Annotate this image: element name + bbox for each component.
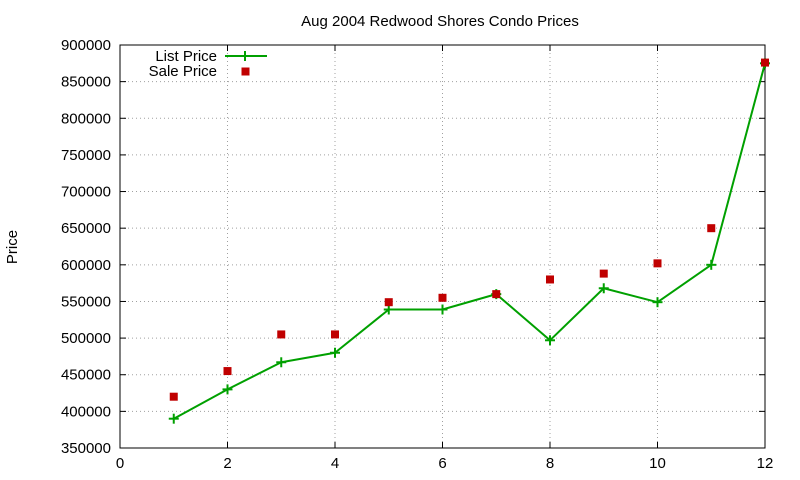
series-layer bbox=[168, 58, 770, 424]
sale-price-point bbox=[169, 392, 178, 401]
list-price-point bbox=[168, 413, 179, 424]
sale-price-point bbox=[599, 269, 608, 278]
sale-price-point bbox=[438, 293, 447, 302]
y-tick-label: 800000 bbox=[61, 110, 111, 127]
sale-price-point bbox=[653, 259, 662, 268]
legend-label-sale-price: Sale Price bbox=[149, 63, 217, 80]
y-tick-label: 650000 bbox=[61, 220, 111, 237]
list-price-point bbox=[652, 297, 663, 308]
list-price-point bbox=[545, 335, 555, 346]
list-price-line bbox=[173, 63, 766, 420]
y-tick-label: 400000 bbox=[61, 403, 111, 420]
sale-price-point bbox=[331, 330, 339, 339]
y-tick-label: 700000 bbox=[61, 184, 111, 201]
x-tick-label: 10 bbox=[649, 455, 666, 472]
y-tick-label: 600000 bbox=[61, 257, 111, 274]
y-tick-label: 500000 bbox=[61, 330, 111, 347]
list-price-point bbox=[598, 283, 609, 294]
list-price-point bbox=[437, 304, 448, 315]
x-axis-ticks: 0 2 4 6 8 10 12 bbox=[116, 45, 774, 472]
sale-price-point bbox=[761, 58, 769, 67]
legend-swatch-list-price-marker bbox=[240, 51, 250, 61]
sale-price-point bbox=[492, 290, 501, 299]
y-tick-label: 350000 bbox=[61, 440, 111, 457]
legend-label-list-price: List Price bbox=[155, 48, 217, 65]
sale-price-point bbox=[546, 275, 554, 284]
sale-price-point bbox=[384, 298, 393, 307]
sale-price-point bbox=[277, 330, 286, 339]
x-tick-label: 8 bbox=[546, 455, 554, 472]
x-tick-label: 4 bbox=[331, 455, 339, 472]
list-price-point bbox=[330, 347, 340, 358]
grid-lines bbox=[120, 45, 765, 448]
y-tick-label: 850000 bbox=[61, 74, 111, 91]
y-tick-label: 900000 bbox=[61, 37, 111, 54]
legend: List Price Sale Price bbox=[149, 48, 267, 80]
x-tick-label: 6 bbox=[438, 455, 446, 472]
y-axis-ticks: 350000 400000 450000 500000 550000 600000 6500… bbox=[61, 37, 765, 457]
chart-title: Aug 2004 Redwood Shores Condo Prices bbox=[301, 13, 579, 30]
x-tick-label: 0 bbox=[116, 455, 124, 472]
list-price-point bbox=[276, 357, 287, 368]
sale-price-point bbox=[707, 224, 716, 233]
sale-price-point bbox=[223, 367, 232, 376]
y-tick-label: 450000 bbox=[61, 367, 111, 384]
list-price-point bbox=[222, 384, 233, 395]
list-price-point bbox=[706, 259, 717, 270]
y-axis-label: Price bbox=[4, 230, 21, 264]
x-tick-label: 2 bbox=[223, 455, 231, 472]
legend-swatch-sale-price-marker bbox=[241, 67, 250, 76]
y-tick-label: 550000 bbox=[61, 293, 111, 310]
y-tick-label: 750000 bbox=[61, 147, 111, 164]
x-tick-label: 12 bbox=[757, 455, 774, 472]
